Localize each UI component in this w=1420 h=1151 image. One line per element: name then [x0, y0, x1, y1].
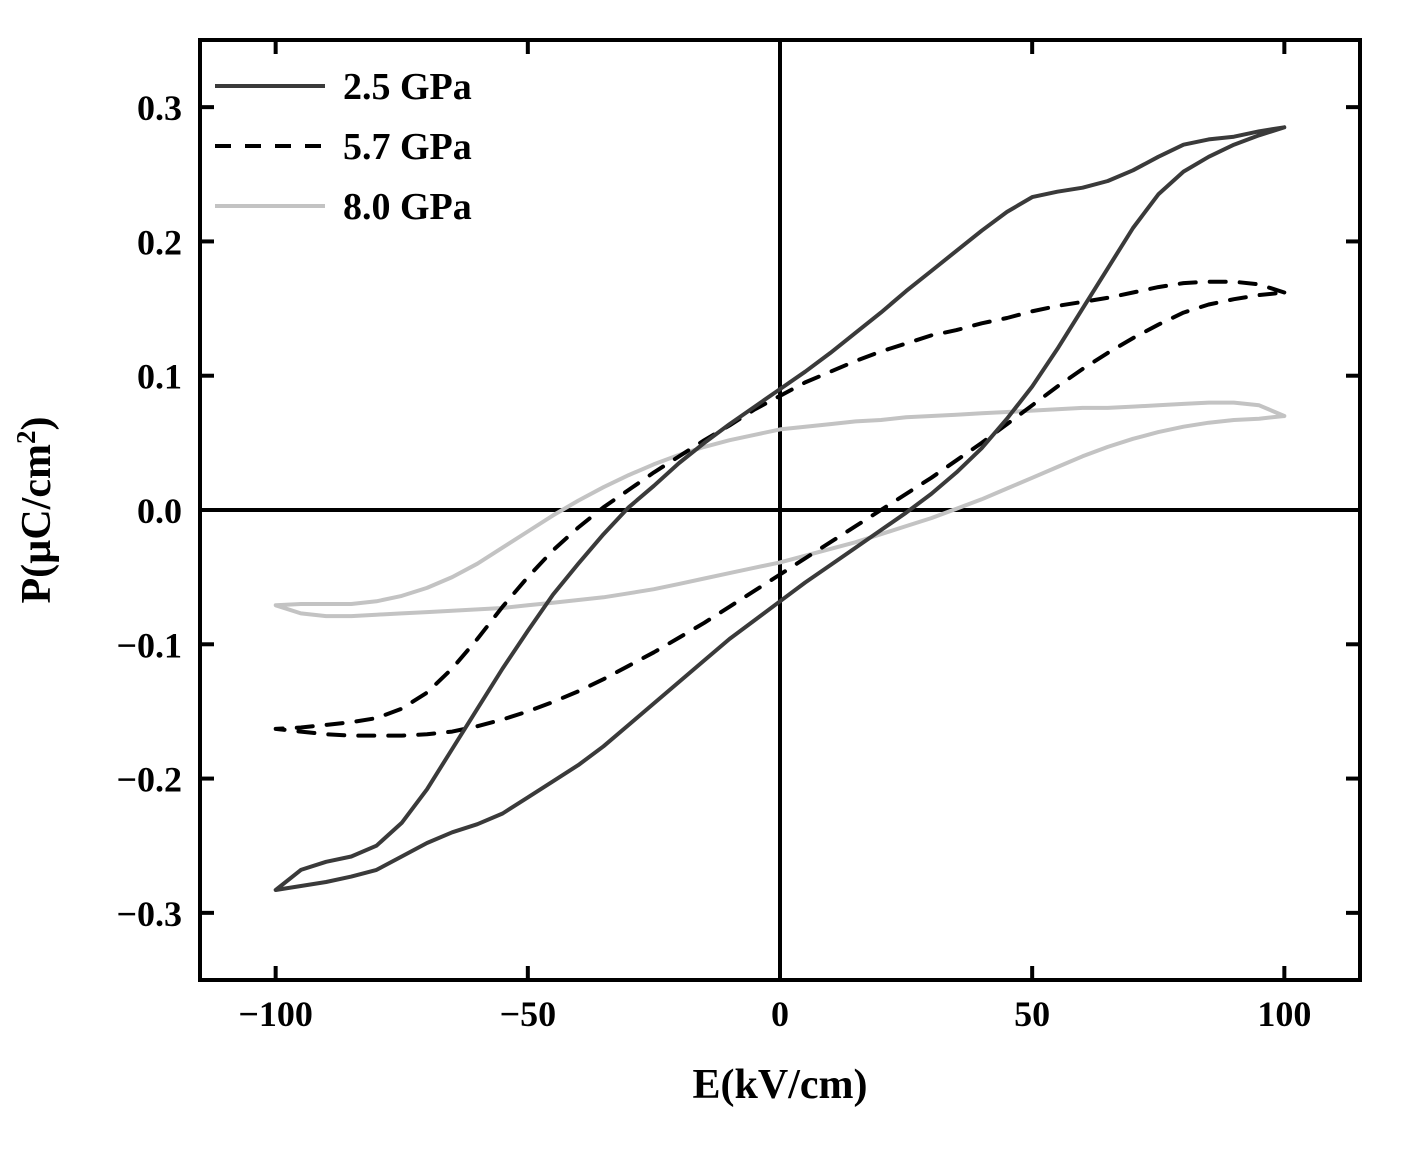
- ytick-label: −0.3: [116, 894, 182, 934]
- ytick-label: −0.2: [116, 760, 182, 800]
- xtick-label: 50: [1014, 994, 1050, 1034]
- ytick-label: 0.0: [137, 491, 182, 531]
- xtick-label: 100: [1257, 994, 1311, 1034]
- hysteresis-chart: −100 −50 0 50 100 −0.3 −0.2 −0.1 0.0 0.1 0.2 0.3 E(k…: [0, 0, 1420, 1151]
- chart-svg: −100 −50 0 50 100 −0.3 −0.2 −0.1 0.0 0.1 0.2 0.3 E(k…: [0, 0, 1420, 1151]
- ytick-label: 0.3: [137, 88, 182, 128]
- xtick-label: 0: [771, 994, 789, 1034]
- legend-label: 8.0 GPa: [343, 186, 472, 228]
- xtick-label: −100: [238, 994, 313, 1034]
- x-axis-title: E(kV/cm): [693, 1062, 868, 1108]
- legend-label: 2.5 GPa: [343, 66, 472, 108]
- ytick-label: 0.2: [137, 222, 182, 262]
- ytick-label: 0.1: [137, 357, 182, 397]
- ytick-label: −0.1: [116, 625, 182, 665]
- y-axis-title: P(µC/cm2): [11, 417, 60, 604]
- legend-label: 5.7 GPa: [343, 126, 472, 168]
- xtick-label: −50: [500, 994, 557, 1034]
